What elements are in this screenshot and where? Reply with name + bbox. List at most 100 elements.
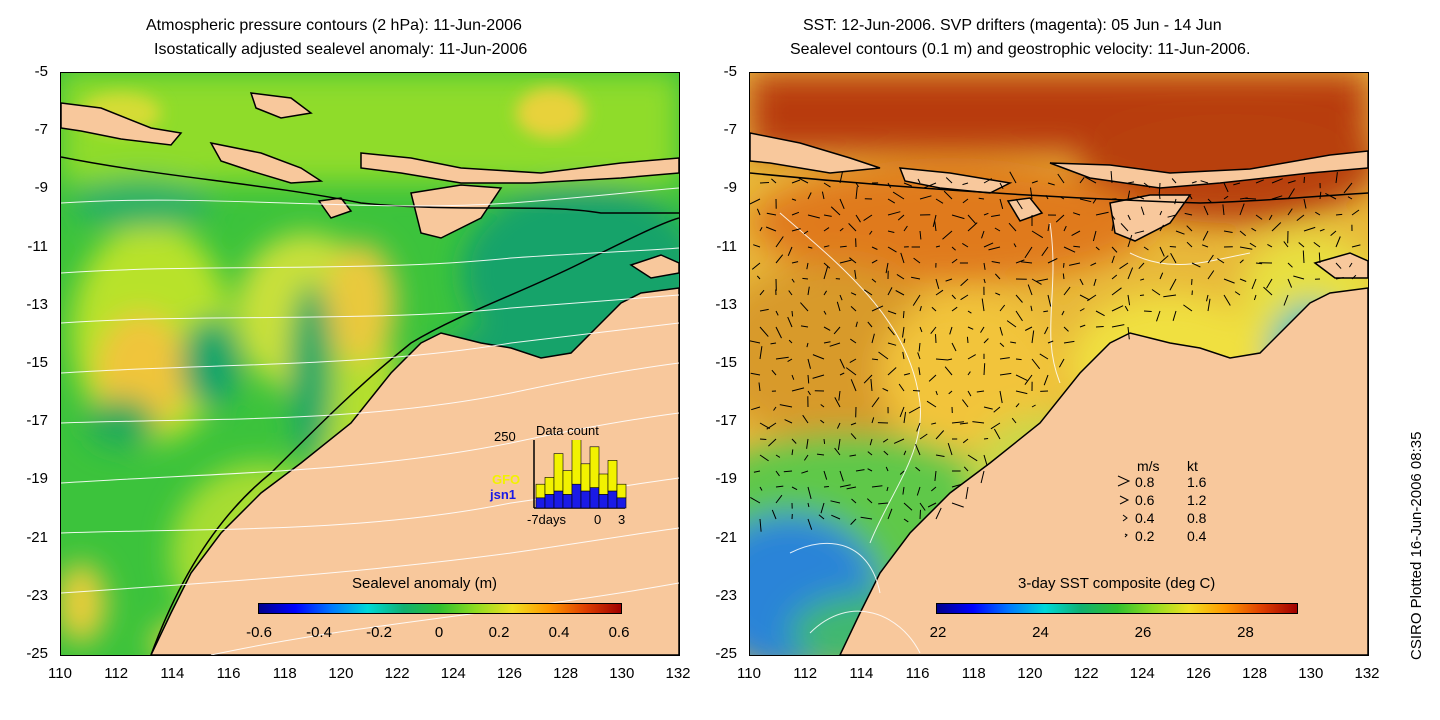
velocity-arrow [1303, 198, 1307, 209]
velocity-arrow [1343, 182, 1353, 194]
velocity-arrow [887, 230, 895, 233]
velocity-arrow [823, 266, 829, 280]
sst-map [749, 72, 1369, 656]
velocity-arrow [1206, 294, 1209, 302]
velocity-arrow [916, 422, 921, 432]
velocity-arrow [854, 269, 857, 280]
velocity-arrow [931, 306, 937, 312]
velocity-arrow [902, 326, 905, 338]
velocity-arrow [823, 214, 832, 217]
velocity-arrow [1263, 286, 1273, 296]
velocity-arrow [1159, 210, 1163, 216]
velocity-arrow [1222, 204, 1225, 216]
velocity-arrow [802, 414, 809, 424]
velocity-arrow [902, 351, 905, 360]
jsn-label: jsn1 [490, 487, 517, 502]
velocity-arrow [932, 214, 937, 228]
velocity-arrow [759, 486, 763, 491]
velocity-arrow [1062, 273, 1065, 280]
velocity-arrow [1186, 241, 1193, 248]
velocity-arrow [820, 502, 825, 514]
velocity-arrow [999, 182, 1004, 190]
data-count-histogram [533, 440, 627, 509]
colorbar-tick-label: 0.6 [608, 624, 630, 641]
histogram-bar-jsn [616, 497, 627, 509]
velocity-arrow [838, 390, 841, 401]
velocity-arrow [999, 390, 1003, 404]
x-axis-tick-label: 118 [961, 665, 986, 682]
velocity-arrow [983, 242, 994, 248]
velocity-arrow [848, 223, 857, 232]
velocity-arrow [1127, 267, 1134, 280]
velocity-arrow [759, 326, 769, 337]
legend-header-kt: kt [1187, 458, 1198, 474]
velocity-arrow [753, 470, 761, 473]
velocity-arrow [807, 286, 810, 296]
colorbar-tick-label: 26 [1134, 624, 1152, 641]
velocity-arrow [863, 374, 873, 384]
velocity-arrow [773, 406, 777, 411]
velocity-arrow [839, 294, 843, 301]
velocity-arrow [787, 358, 793, 363]
x-axis-tick-label: 114 [849, 665, 874, 682]
velocity-arrow [1009, 171, 1017, 184]
x-axis-tick-label: 110 [737, 665, 761, 682]
x-axis-tick-label: 124 [1129, 665, 1155, 682]
velocity-arrow [836, 422, 841, 429]
velocity-arrow [839, 358, 845, 369]
velocity-arrow [1120, 223, 1129, 232]
velocity-arrow [779, 404, 793, 408]
velocity-arrow [1060, 196, 1065, 200]
velocity-arrow [1015, 259, 1025, 264]
velocity-arrow [983, 454, 988, 467]
velocity-arrow [1015, 390, 1028, 395]
velocity-arrow [1163, 294, 1177, 298]
histogram-bar-jsn [607, 490, 618, 509]
velocity-arrow [980, 470, 985, 484]
velocity-arrow [1239, 246, 1253, 250]
histogram-bar-gfo [544, 477, 555, 495]
velocity-arrow [806, 342, 809, 348]
histogram-axis-end: 3 [618, 512, 626, 527]
y-axis-tick-label: -13 [715, 295, 737, 313]
velocity-arrow [839, 198, 845, 209]
velocity-arrow [863, 214, 873, 222]
velocity-arrow [1239, 230, 1247, 237]
velocity-arrow [878, 502, 889, 505]
velocity-arrow [1020, 261, 1033, 264]
velocity-arrow [775, 454, 781, 458]
velocity-arrow [918, 342, 921, 352]
velocity-arrow [1255, 214, 1263, 220]
velocity-arrow [839, 372, 845, 376]
velocity-arrow [787, 246, 793, 256]
y-axis-tick-label: -17 [715, 412, 737, 430]
velocity-arrow [1095, 211, 1109, 216]
histogram-axis-mid: 0 [594, 512, 602, 527]
velocity-arrow [994, 273, 1001, 280]
velocity-arrow [830, 500, 841, 504]
velocity-arrow [1319, 191, 1322, 200]
velocity-arrow [1127, 294, 1131, 306]
velocity-arrow [855, 214, 861, 223]
y-axis-tick-label: -25 [26, 645, 48, 662]
velocity-arrow [849, 358, 857, 364]
velocity-arrow [991, 261, 1001, 264]
velocity-arrow [807, 486, 812, 500]
velocity-arrow [759, 182, 770, 184]
velocity-arrow [1223, 294, 1231, 306]
velocity-arrow [900, 252, 905, 264]
y-axis-tick-label: -19 [26, 470, 48, 488]
velocity-arrow [1159, 224, 1164, 232]
velocity-arrow [912, 294, 921, 306]
velocity-arrow [951, 483, 962, 488]
velocity-arrow [1351, 244, 1361, 248]
velocity-arrow [962, 242, 969, 248]
velocity-arrow [823, 227, 830, 232]
velocity-arrow [1313, 241, 1321, 248]
velocity-arrow [791, 310, 794, 317]
velocity-arrow [1045, 194, 1049, 200]
legend-row-kt: 0.8 [1187, 510, 1207, 526]
velocity-arrow [831, 514, 841, 520]
velocity-arrow [887, 246, 897, 253]
velocity-arrow [797, 176, 809, 184]
